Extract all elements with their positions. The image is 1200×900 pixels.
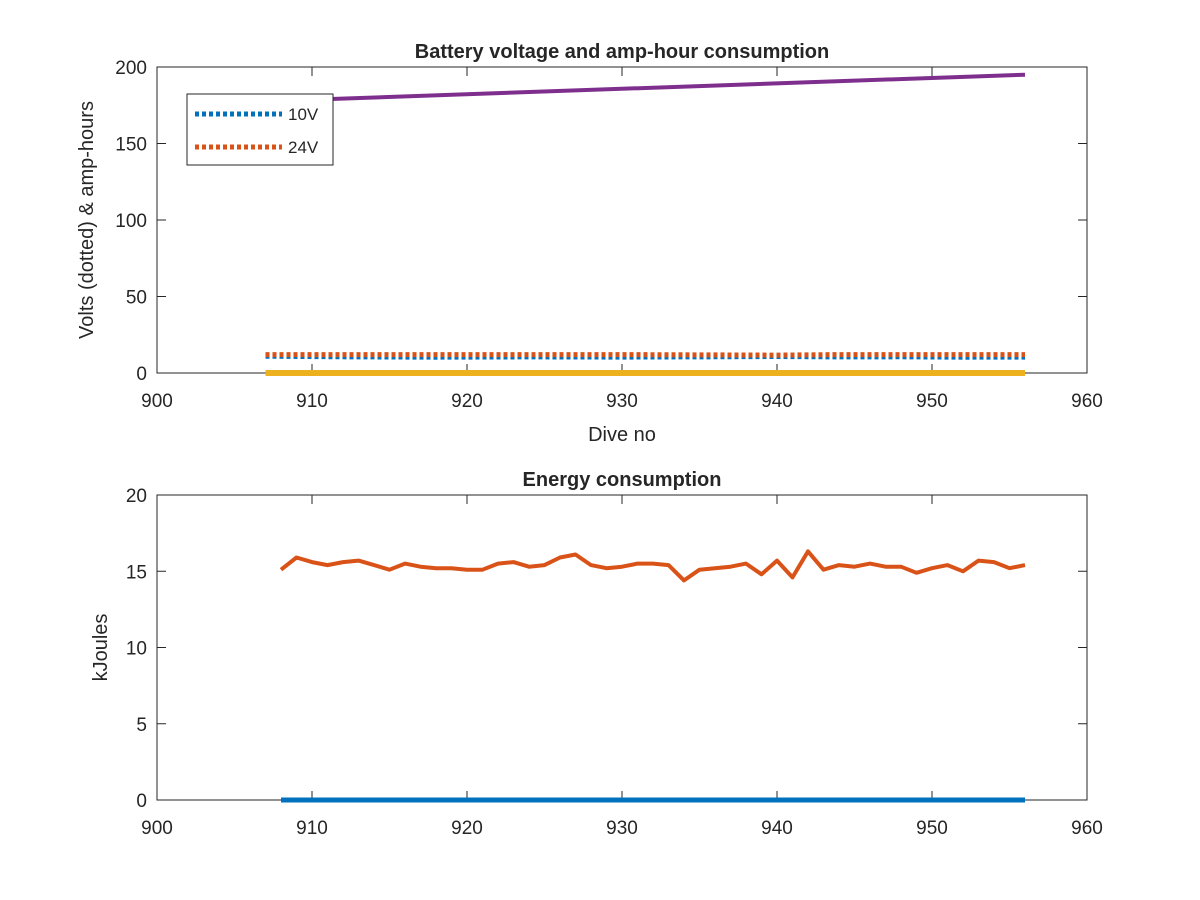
legend-label: 10V (288, 105, 319, 124)
y-tick-label: 0 (136, 791, 147, 812)
series-line-2 (265, 352, 1025, 358)
chart-title: Battery voltage and amp-hour consumption (415, 41, 829, 63)
y-tick-label: 200 (115, 58, 147, 79)
subplot-2: 900 910 920 930 940 950 960 0 5 10 15 20 Energy cons… (90, 469, 1103, 839)
y-tick-label: 10 (126, 639, 147, 660)
y-tick-label: 50 (126, 288, 147, 309)
series-line-2 (279, 549, 1026, 583)
y-axis-label: kJoules (90, 614, 112, 682)
x-tick-label: 940 (761, 818, 793, 839)
y-axis-label: Volts (dotted) & amp-hours (76, 101, 98, 339)
legend: 10V 24V (186, 93, 334, 166)
y-tick-label: 150 (115, 135, 147, 156)
x-tick-label: 920 (451, 818, 483, 839)
x-tick-label: 920 (451, 391, 483, 412)
x-tick-label: 900 (141, 818, 173, 839)
y-tick-label: 100 (115, 211, 147, 232)
x-tick-label: 930 (606, 818, 638, 839)
axes-box (156, 494, 1088, 801)
x-tick-label: 930 (606, 391, 638, 412)
y-tick-label: 20 (126, 486, 147, 507)
series-line-4 (327, 72, 1026, 102)
x-axis-label: Dive no (588, 424, 656, 446)
y-tick-label: 0 (136, 364, 147, 385)
x-tick-label: 960 (1071, 391, 1103, 412)
legend-label: 24V (288, 138, 319, 157)
x-tick-label: 900 (141, 391, 173, 412)
chart-title: Energy consumption (523, 469, 722, 491)
legend-box (186, 93, 334, 166)
y-tick-label: 15 (126, 562, 147, 583)
x-tick-label: 960 (1071, 818, 1103, 839)
x-tick-label: 950 (916, 818, 948, 839)
x-tick-label: 910 (296, 391, 328, 412)
x-tick-label: 940 (761, 391, 793, 412)
x-tick-label: 950 (916, 391, 948, 412)
x-tick-label: 910 (296, 818, 328, 839)
y-tick-label: 5 (136, 715, 147, 736)
subplot-1: 900 910 920 930 940 950 960 0 50 100 150 200 Battery… (76, 41, 1103, 446)
